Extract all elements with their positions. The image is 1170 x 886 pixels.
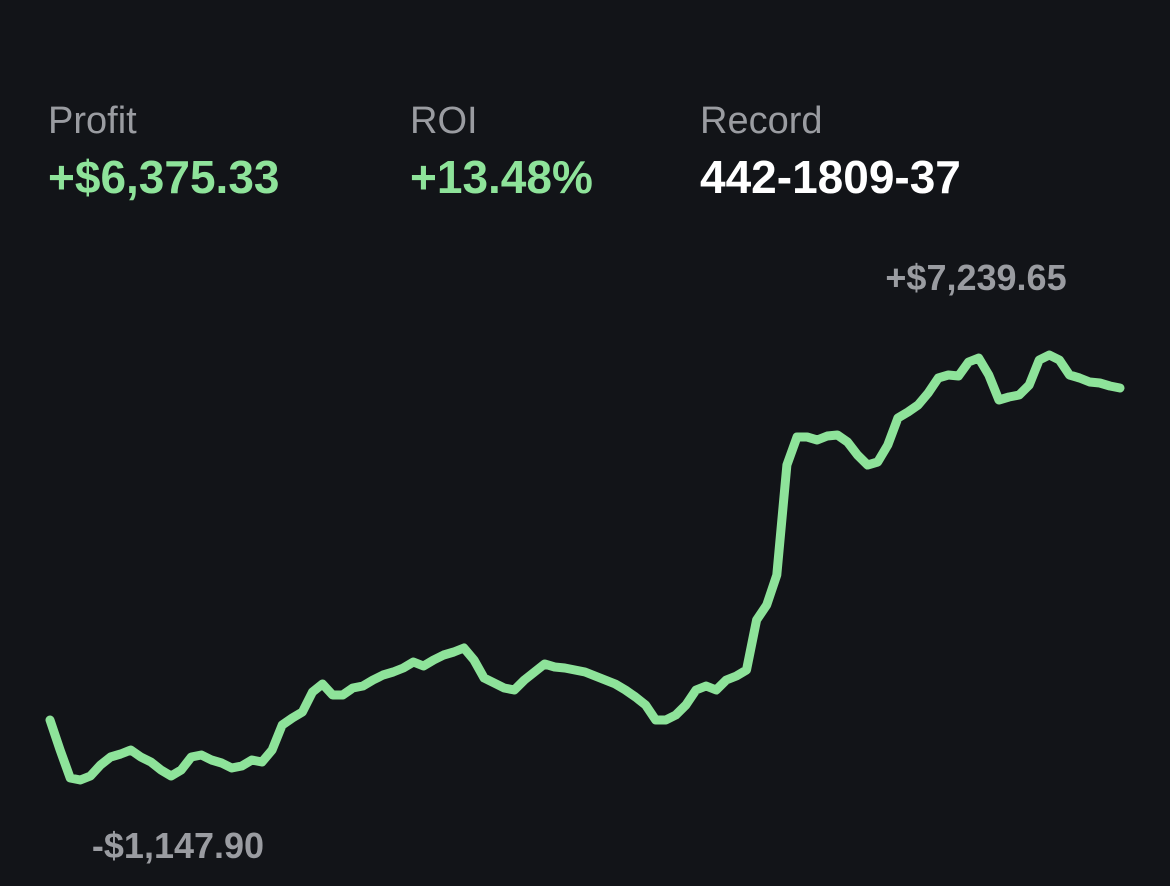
stat-value: +$6,375.33 bbox=[48, 151, 280, 203]
stat-label: ROI bbox=[410, 100, 478, 142]
stat-value: +13.48% bbox=[410, 151, 593, 203]
stat-label: Record bbox=[700, 100, 823, 142]
min-annotation: -$1,147.90 bbox=[92, 825, 264, 866]
max-annotation: +$7,239.65 bbox=[885, 257, 1066, 298]
stat-label: Profit bbox=[48, 100, 137, 142]
stat-value: 442-1809-37 bbox=[700, 151, 961, 203]
profit-line bbox=[45, 350, 1125, 785]
